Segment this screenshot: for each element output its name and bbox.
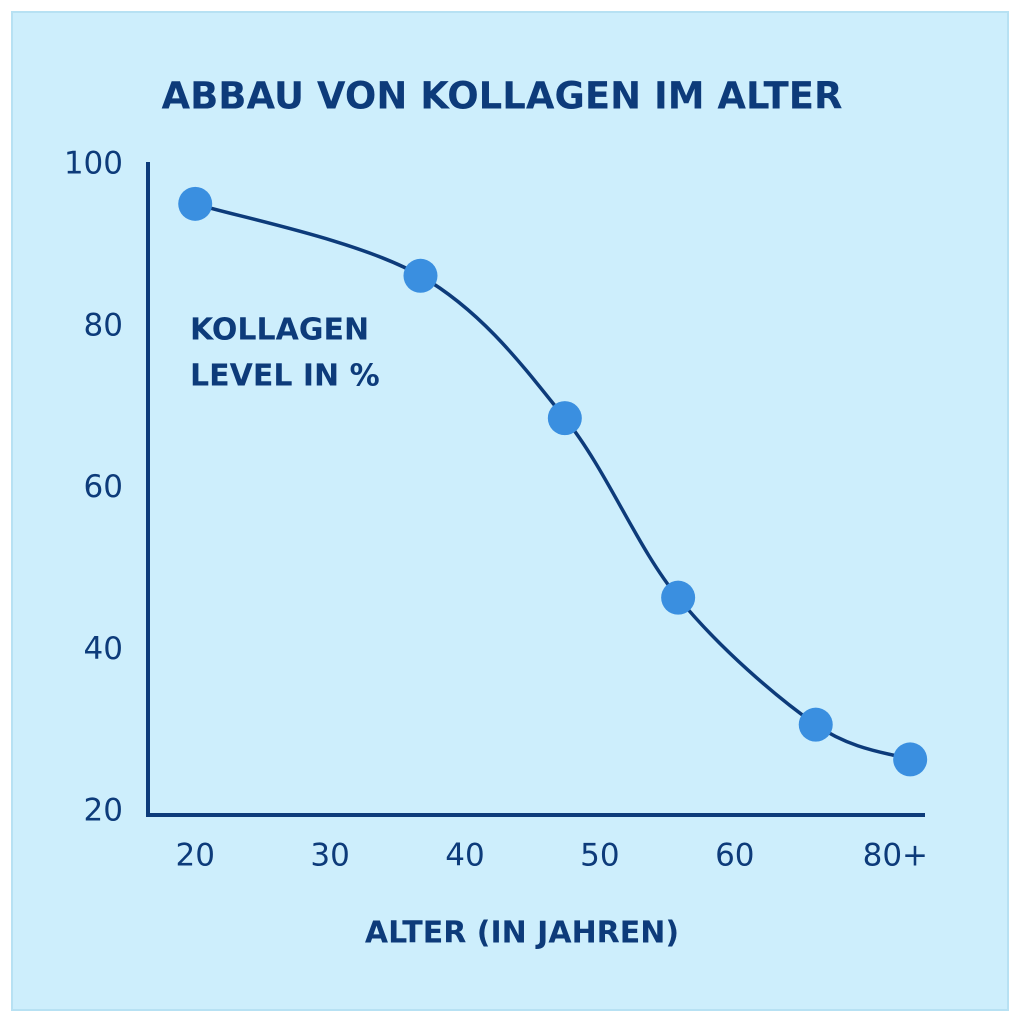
y-tick-label: 40 xyxy=(84,631,123,667)
point xyxy=(547,401,582,436)
y-axis-label: KOLLAGEN xyxy=(190,313,369,348)
chart-title: ABBAU VON KOLLAGEN IM ALTER xyxy=(161,75,842,118)
y-tick-label: 20 xyxy=(84,793,123,829)
x-axis-label: ALTER (IN JAHREN) xyxy=(365,916,679,951)
y-tick-label: 60 xyxy=(84,469,123,505)
point xyxy=(798,707,833,742)
y-tick-label: 100 xyxy=(64,146,123,182)
chart-background xyxy=(11,11,1009,1011)
x-tick-label: 40 xyxy=(445,838,484,874)
y-tick-label: 80 xyxy=(84,307,123,343)
x-tick-label: 50 xyxy=(580,838,619,874)
x-tick-label: 30 xyxy=(310,838,349,874)
y-axis-label: LEVEL IN % xyxy=(190,359,380,394)
x-tick-label: 60 xyxy=(715,838,754,874)
point xyxy=(403,258,438,293)
point xyxy=(661,580,696,615)
x-tick-label: 20 xyxy=(175,838,214,874)
point xyxy=(893,742,928,777)
x-tick-label: 80+ xyxy=(863,838,928,874)
point xyxy=(178,186,213,221)
